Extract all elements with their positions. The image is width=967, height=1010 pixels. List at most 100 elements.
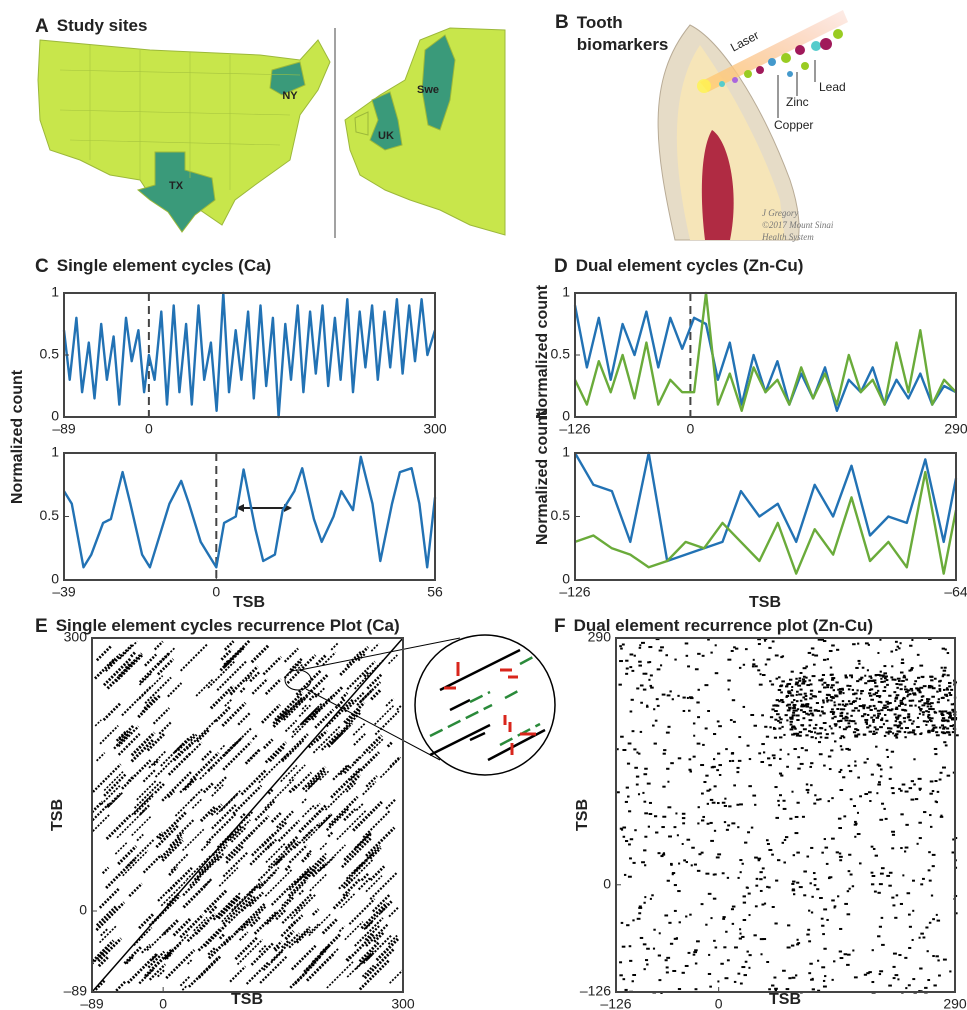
recurrence-dot xyxy=(789,817,793,820)
recurrence-dot xyxy=(920,883,924,886)
recurrence-segment xyxy=(234,936,259,961)
recurrence-dot xyxy=(799,709,803,712)
recurrence-dot xyxy=(882,675,885,678)
recurrence-segment xyxy=(356,681,382,707)
recurrence-segment xyxy=(92,813,111,832)
recurrence-dot xyxy=(819,732,822,735)
recurrence-segment xyxy=(277,819,301,842)
credit: Health System xyxy=(761,232,814,242)
recurrence-dot xyxy=(913,733,917,736)
recurrence-dot xyxy=(774,654,779,657)
recurrence-dot xyxy=(793,703,797,706)
recurrence-dot xyxy=(854,728,858,731)
recurrence-dot xyxy=(870,773,874,776)
recurrence-dot xyxy=(691,846,695,849)
recurrence-dot xyxy=(895,736,899,739)
recurrence-dot xyxy=(774,710,778,713)
recurrence-dot xyxy=(903,674,906,677)
recurrence-dot xyxy=(716,769,720,772)
recurrence-dot xyxy=(899,688,903,691)
recurrence-dot xyxy=(857,709,861,712)
recurrence-dot xyxy=(846,684,850,687)
recurrence-dot xyxy=(871,949,874,952)
recurrence-dot xyxy=(759,871,763,874)
recurrence-segment xyxy=(168,866,179,877)
recurrence-dot xyxy=(786,719,789,722)
recurrence-segment xyxy=(91,800,104,814)
recurrence-segment xyxy=(265,896,295,925)
recurrence-dot xyxy=(822,722,827,725)
recurrence-segment xyxy=(284,835,299,850)
recurrence-dot xyxy=(834,724,837,727)
recurrence-dot xyxy=(620,647,623,650)
recurrence-dot xyxy=(914,798,919,801)
recurrence-dot xyxy=(826,699,830,702)
recurrence-dot xyxy=(850,676,854,679)
recurrence-dot xyxy=(914,680,918,683)
recurrence-dot xyxy=(696,742,701,745)
recurrence-dot xyxy=(643,773,648,776)
recurrence-segment xyxy=(250,644,270,664)
y-tick-label: 1 xyxy=(562,444,570,460)
recurrence-segment xyxy=(346,660,376,690)
recurrence-dot xyxy=(662,752,666,755)
recurrence-segment xyxy=(354,831,372,849)
recurrence-dot xyxy=(787,703,791,706)
recurrence-dot xyxy=(905,823,909,826)
recurrence-dot xyxy=(624,840,629,843)
recurrence-dot xyxy=(723,804,728,807)
recurrence-dot xyxy=(831,899,835,902)
recurrence-dot xyxy=(831,708,834,711)
recurrence-dot xyxy=(875,745,878,748)
recurrence-segment xyxy=(218,867,239,887)
recurrence-dot xyxy=(799,671,803,674)
recurrence-dot xyxy=(757,638,762,641)
recurrence-dot xyxy=(817,959,820,962)
recurrence-dot xyxy=(823,908,828,911)
recurrence-dot xyxy=(619,827,623,830)
recurrence-dot xyxy=(811,675,816,678)
recurrence-dot xyxy=(903,688,908,691)
recurrence-dot xyxy=(803,894,807,897)
recurrence-dot xyxy=(675,937,679,940)
recurrence-dot xyxy=(648,646,653,649)
recurrence-segment xyxy=(363,907,386,930)
recurrence-dot xyxy=(868,679,873,682)
recurrence-dot xyxy=(718,725,722,728)
illustration-label: Laser xyxy=(728,28,761,54)
recurrence-dot xyxy=(891,665,894,668)
recurrence-segment xyxy=(122,850,149,877)
recurrence-segment xyxy=(148,963,167,981)
recurrence-dot xyxy=(804,698,808,701)
recurrence-segment xyxy=(346,933,375,962)
recurrence-dot xyxy=(754,803,757,806)
recurrence-dot xyxy=(796,881,800,884)
recurrence-dot xyxy=(666,694,671,697)
recurrence-dot xyxy=(619,974,623,977)
recurrence-dot xyxy=(786,765,789,768)
recurrence-segment xyxy=(280,764,298,783)
recurrence-dot xyxy=(760,760,765,763)
recurrence-dot xyxy=(913,758,916,761)
recurrence-dot xyxy=(794,683,799,686)
recurrence-dot xyxy=(906,695,909,698)
recurrence-dot xyxy=(847,700,851,703)
recurrence-dot xyxy=(767,757,771,760)
recurrence-dot xyxy=(707,892,712,895)
recurrence-dot xyxy=(877,783,881,786)
recurrence-dot xyxy=(838,950,843,953)
recurrence-dot xyxy=(919,709,922,712)
map-usa xyxy=(37,39,331,233)
recurrence-dot xyxy=(830,699,833,702)
recurrence-dot xyxy=(707,972,712,975)
recurrence-dot xyxy=(633,748,637,751)
recurrence-segment xyxy=(251,733,259,741)
recurrence-dot xyxy=(668,835,672,838)
recurrence-dot xyxy=(813,802,817,805)
recurrence-dot xyxy=(799,762,804,765)
recurrence-dot xyxy=(888,730,891,733)
recurrence-dot xyxy=(769,680,772,683)
recurrence-dot xyxy=(725,828,729,831)
recurrence-segment xyxy=(249,670,261,683)
recurrence-dot xyxy=(763,876,767,879)
